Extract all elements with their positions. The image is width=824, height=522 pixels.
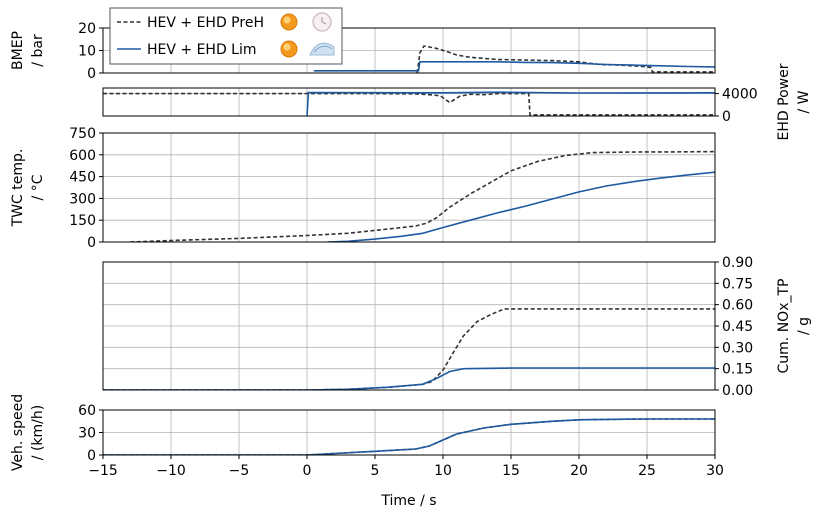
series-line-lim: [313, 61, 715, 72]
y-tick-label: 150: [69, 213, 96, 229]
series-line-preh: [103, 308, 715, 390]
y-axis-label: Cum. NOx_TP / g: [776, 279, 812, 374]
x-tick-label: 0: [303, 463, 312, 479]
y-tick-label: 30: [78, 426, 96, 442]
x-tick-label: 25: [638, 463, 656, 479]
y-tick-label: 600: [69, 148, 96, 164]
y-tick-label: 60: [78, 403, 96, 419]
y-tick-label: 450: [69, 170, 96, 186]
x-axis: −15 −10 −5 0 5 10 15 20 25 30 Time / s: [88, 455, 724, 509]
x-tick-label: 15: [502, 463, 520, 479]
y-axis-label: EHD Power / W: [776, 63, 812, 140]
y-tick-label: 0.30: [722, 340, 753, 356]
y-tick-label: 20: [78, 21, 96, 37]
legend-label: HEV + EHD Lim: [147, 42, 257, 58]
x-tick-label: −5: [229, 463, 250, 479]
panel-veh-speed: 0 30 60 Veh. speed / (km/h): [10, 394, 716, 471]
legend-label: HEV + EHD PreH: [147, 15, 264, 31]
series-line-lim: [327, 171, 715, 242]
y-tick-label: 0.75: [722, 276, 753, 292]
y-axis-label: BMEP / bar: [10, 31, 46, 70]
y-axis-label-line: Cum. NOx_TP: [776, 279, 792, 374]
y-axis-label-line: / W: [796, 90, 812, 113]
y-axis-label-line: EHD Power: [776, 63, 792, 140]
y-axis-label: TWC temp. / °C: [10, 149, 46, 228]
series-line-lim: [103, 367, 715, 390]
exhaust-flow-icon: [309, 42, 335, 56]
y-axis-label-line: BMEP: [10, 31, 26, 70]
y-tick-label: 0.90: [722, 255, 753, 271]
y-tick-label: 0: [87, 448, 96, 464]
x-tick-label: 30: [706, 463, 724, 479]
series-line-preh: [130, 150, 715, 242]
panel-twc-temp: 0 150 300 450 600 750 TWC temp. / °C: [10, 126, 716, 251]
y-axis-label-line: / bar: [30, 34, 46, 67]
y-tick-label: 4000: [722, 87, 758, 103]
series-line-lim: [103, 418, 715, 455]
x-axis-label: Time / s: [380, 493, 436, 509]
x-tick-label: 5: [371, 463, 380, 479]
y-tick-label: 300: [69, 191, 96, 207]
y-tick-label: 750: [69, 126, 96, 142]
legend: HEV + EHD PreH HEV + EHD Lim: [109, 7, 343, 65]
y-axis-label-line: TWC temp.: [10, 149, 26, 228]
y-axis-label-line: / (km/h): [30, 405, 46, 460]
panel-cum-nox: 0.00 0.15 0.30 0.45 0.60 0.75 0.90 Cum. NOx_TP /…: [102, 255, 812, 399]
series-line-preh: [416, 45, 715, 73]
y-tick-label: 0.00: [722, 383, 753, 399]
y-tick-label: 0: [722, 109, 731, 125]
x-tick-label: 10: [434, 463, 452, 479]
catalyst-heated-icon: [280, 13, 298, 31]
y-tick-label: 0: [87, 66, 96, 82]
y-tick-label: 0: [87, 235, 96, 251]
x-tick-label: −10: [156, 463, 186, 479]
y-axis-label-line: / °C: [30, 174, 46, 200]
legend-box: [109, 7, 343, 65]
x-tick-label: −15: [88, 463, 118, 479]
catalyst-heated-icon: [280, 40, 298, 58]
y-axis-label-line: / g: [796, 317, 812, 335]
y-tick-label: 10: [78, 44, 96, 60]
panel-ehd-power: 0 4000 EHD Power / W: [102, 63, 812, 140]
y-tick-label: 0.60: [722, 298, 753, 314]
y-tick-label: 0.15: [722, 362, 753, 378]
clock-icon: [312, 12, 332, 32]
y-tick-label: 0.45: [722, 319, 753, 335]
series-line-lim: [306, 91, 715, 116]
panel-frame: [102, 87, 716, 117]
y-axis-label-line: Veh. speed: [10, 394, 26, 471]
panel-frame: [102, 132, 716, 243]
y-axis-label: Veh. speed / (km/h): [10, 394, 46, 471]
x-tick-label: 20: [570, 463, 588, 479]
panel-bmep: 0 10 20 BMEP / bar: [10, 21, 716, 82]
series-line-preh: [103, 92, 715, 116]
